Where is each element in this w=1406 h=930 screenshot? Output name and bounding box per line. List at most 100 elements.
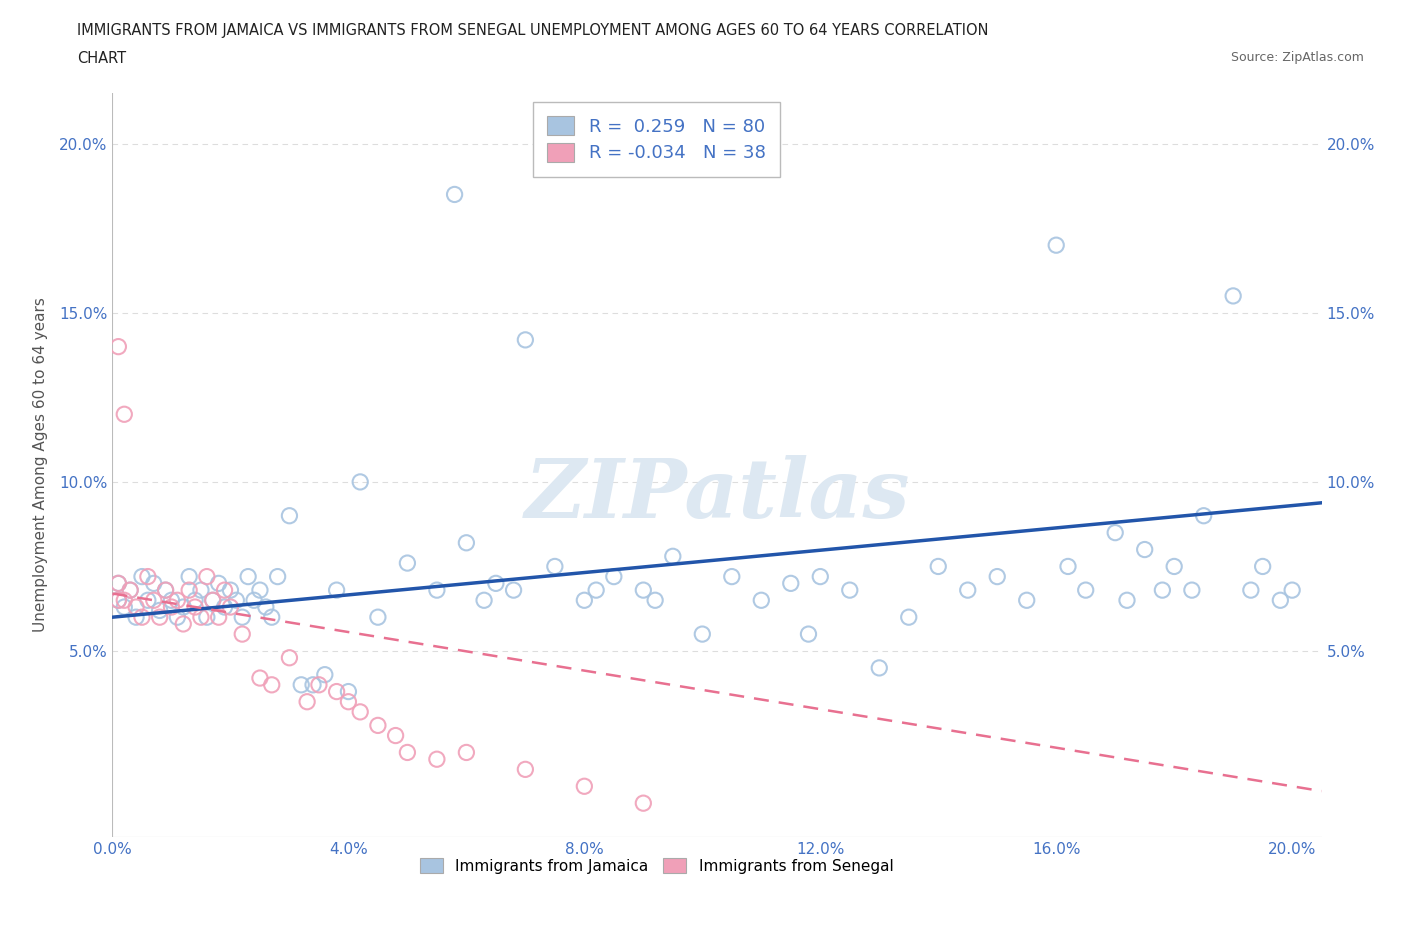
Point (172, 617, 194, 631)
Point (337, 695, 360, 710)
Point (692, 627, 714, 642)
Point (426, 583, 449, 598)
Point (201, 592, 224, 607)
Point (325, 684, 347, 699)
Point (1045, 238, 1067, 253)
Point (1104, 525, 1126, 540)
Point (1222, 288, 1244, 303)
Point (426, 751, 449, 766)
Point (1116, 592, 1139, 607)
Point (1270, 592, 1292, 607)
Point (384, 728, 406, 743)
Point (585, 583, 607, 598)
Point (367, 718, 389, 733)
Point (515, 332, 537, 347)
Point (214, 583, 236, 598)
Point (125, 610, 148, 625)
Point (112, 600, 135, 615)
Point (184, 600, 207, 615)
Point (868, 660, 890, 675)
Point (367, 610, 389, 625)
Point (249, 583, 271, 598)
Legend: Immigrants from Jamaica, Immigrants from Senegal: Immigrants from Jamaica, Immigrants from… (412, 850, 901, 882)
Point (120, 583, 142, 598)
Point (236, 569, 259, 584)
Point (219, 583, 242, 598)
Point (838, 583, 860, 598)
Point (131, 569, 153, 584)
Point (278, 650, 301, 665)
Text: ZIPatlas: ZIPatlas (524, 455, 910, 535)
Point (219, 600, 242, 615)
Point (160, 592, 183, 607)
Point (720, 569, 742, 584)
Point (172, 600, 194, 615)
Point (149, 603, 172, 618)
Point (243, 592, 266, 607)
Point (472, 592, 495, 607)
Point (644, 592, 666, 607)
Point (1192, 509, 1215, 524)
Point (349, 704, 371, 719)
Point (179, 583, 201, 598)
Point (149, 610, 172, 625)
Point (190, 583, 212, 598)
Point (1133, 542, 1156, 557)
Point (266, 569, 288, 584)
Point (337, 684, 360, 699)
Point (201, 592, 224, 607)
Point (254, 600, 277, 615)
Point (278, 509, 301, 524)
Point (986, 569, 1008, 584)
Point (112, 406, 135, 421)
Point (633, 796, 655, 811)
Point (797, 627, 820, 642)
Point (290, 677, 312, 692)
Point (136, 592, 159, 607)
Point (396, 555, 419, 570)
Point (249, 671, 271, 685)
Point (107, 592, 129, 607)
Point (260, 677, 283, 692)
Point (260, 610, 283, 625)
Point (231, 627, 253, 642)
Point (515, 762, 537, 777)
Point (779, 576, 801, 591)
Point (1015, 592, 1038, 607)
Point (544, 559, 567, 574)
Point (314, 667, 336, 682)
Point (179, 569, 201, 584)
Point (308, 677, 330, 692)
Point (502, 583, 524, 598)
Point (808, 569, 831, 584)
Point (1163, 559, 1185, 574)
Point (1152, 583, 1174, 598)
Point (136, 569, 159, 584)
Point (662, 549, 685, 564)
Point (160, 600, 183, 615)
Point (166, 610, 188, 625)
Point (190, 610, 212, 625)
Point (1281, 583, 1303, 598)
Point (166, 592, 188, 607)
Point (443, 187, 465, 202)
Point (485, 576, 508, 591)
Point (1251, 559, 1274, 574)
Point (574, 778, 596, 793)
Point (1057, 559, 1080, 574)
Text: IMMIGRANTS FROM JAMAICA VS IMMIGRANTS FROM SENEGAL UNEMPLOYMENT AMONG AGES 60 TO: IMMIGRANTS FROM JAMAICA VS IMMIGRANTS FR… (77, 23, 988, 38)
Y-axis label: Unemployment Among Ages 60 to 64 years: Unemployment Among Ages 60 to 64 years (34, 298, 48, 632)
Point (107, 339, 129, 354)
Point (456, 745, 478, 760)
Point (927, 559, 949, 574)
Point (142, 592, 165, 607)
Point (603, 569, 626, 584)
Point (633, 583, 655, 598)
Point (302, 677, 325, 692)
Point (195, 569, 218, 584)
Point (574, 592, 596, 607)
Point (120, 583, 142, 598)
Point (107, 592, 129, 607)
Point (184, 592, 207, 607)
Point (112, 592, 135, 607)
